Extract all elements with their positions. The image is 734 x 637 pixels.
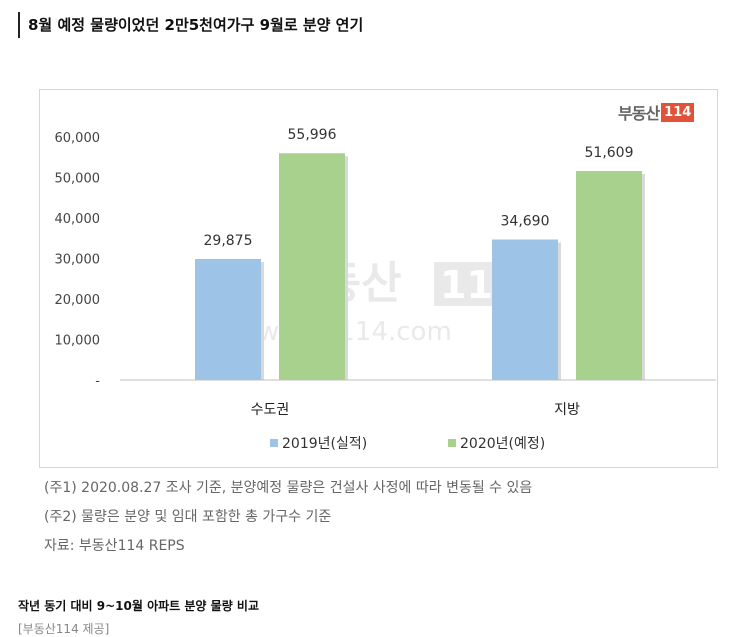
- y-tick-label: 50,000: [55, 172, 101, 187]
- y-tick-label: 20,000: [55, 293, 101, 308]
- bar: [195, 259, 261, 380]
- data-label: 34,690: [501, 214, 550, 230]
- category-label: 수도권: [251, 402, 290, 418]
- bar: [279, 153, 345, 380]
- data-label: 29,875: [204, 233, 253, 249]
- footnote-1: (주1) 2020.08.27 조사 기준, 분양예정 물량은 건설사 사정에 …: [44, 480, 533, 496]
- y-tick-label: 40,000: [55, 212, 101, 227]
- legend-swatch: [270, 439, 278, 447]
- x-axis: 수도권 지방: [120, 379, 716, 418]
- headline: 8월 예정 물량이었던 2만5천여가구 9월로 분양 연기: [18, 12, 363, 38]
- y-tick-label: -: [95, 374, 100, 389]
- brand-logo: 부동산 114: [618, 100, 695, 124]
- y-tick-label: 30,000: [55, 253, 101, 268]
- watermark: 부동산 114 www.r114.com: [258, 258, 519, 347]
- y-tick-label: 60,000: [55, 131, 101, 146]
- bar: [576, 170, 642, 380]
- category-label: 지방: [554, 402, 580, 418]
- data-label: 51,609: [585, 145, 634, 161]
- bar-series: 29,875 55,996 34,690 51,609: [195, 127, 645, 380]
- image-caption: 작년 동기 대비 9~10월 아파트 분양 물량 비교: [18, 599, 259, 613]
- source-note: 자료: 부동산114 REPS: [44, 538, 185, 554]
- y-tick-label: 10,000: [55, 334, 101, 349]
- y-axis: - 10,000 20,000 30,000 40,000 50,000 60,000: [55, 131, 101, 389]
- bar: [492, 239, 558, 380]
- footnote-2: (주2) 물량은 분양 및 임대 포함한 총 가구수 기준: [44, 509, 332, 525]
- legend-label: 2020년(예정): [460, 436, 545, 452]
- legend-label: 2019년(실적): [282, 436, 367, 452]
- legend: 2019년(실적) 2020년(예정): [270, 436, 545, 452]
- footnotes: (주1) 2020.08.27 조사 기준, 분양예정 물량은 건설사 사정에 …: [44, 474, 532, 561]
- legend-swatch: [448, 439, 456, 447]
- logo-number-box: 114: [661, 102, 695, 122]
- data-label: 55,996: [288, 127, 337, 143]
- logo-text: 부동산: [618, 104, 660, 123]
- image-credit: [부동산114 제공]: [18, 622, 110, 636]
